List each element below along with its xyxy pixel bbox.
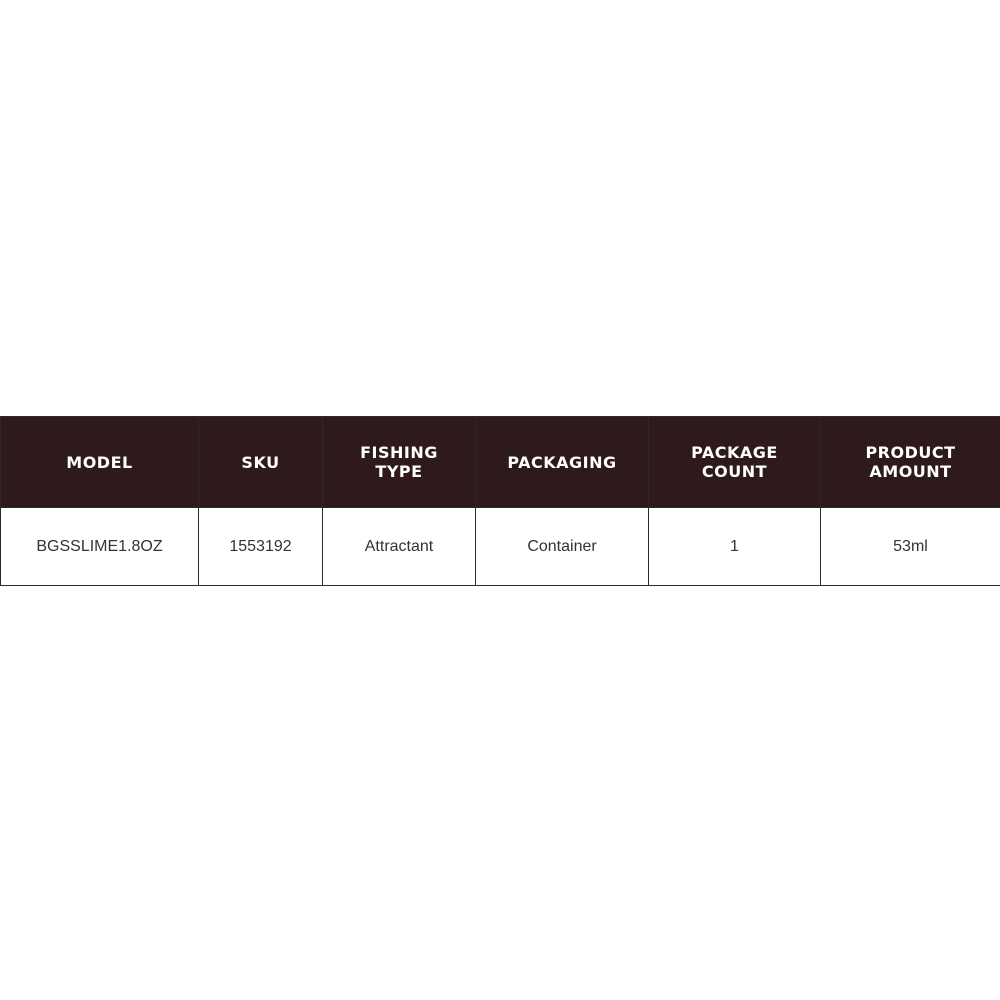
header-model: MODEL (0, 416, 199, 508)
table-row: BGSSLIME1.8OZ 1553192 Attractant Contain… (0, 507, 1000, 586)
header-sku: SKU (198, 416, 323, 508)
header-fishing-type: FISHING TYPE (322, 416, 476, 508)
cell-package-count: 1 (648, 507, 821, 586)
header-row: MODEL SKU FISHING TYPE PACKAGING PACKAGE… (0, 416, 1000, 508)
cell-fishing-type: Attractant (322, 507, 476, 586)
cell-product-amount: 53ml (820, 507, 1000, 586)
cell-packaging: Container (475, 507, 649, 586)
cell-sku: 1553192 (198, 507, 323, 586)
header-product-amount: PRODUCT AMOUNT (820, 416, 1000, 508)
cell-model: BGSSLIME1.8OZ (0, 507, 199, 586)
product-spec-table: MODEL SKU FISHING TYPE PACKAGING PACKAGE… (0, 416, 1000, 586)
header-package-count: PACKAGE COUNT (648, 416, 821, 508)
header-packaging: PACKAGING (475, 416, 649, 508)
